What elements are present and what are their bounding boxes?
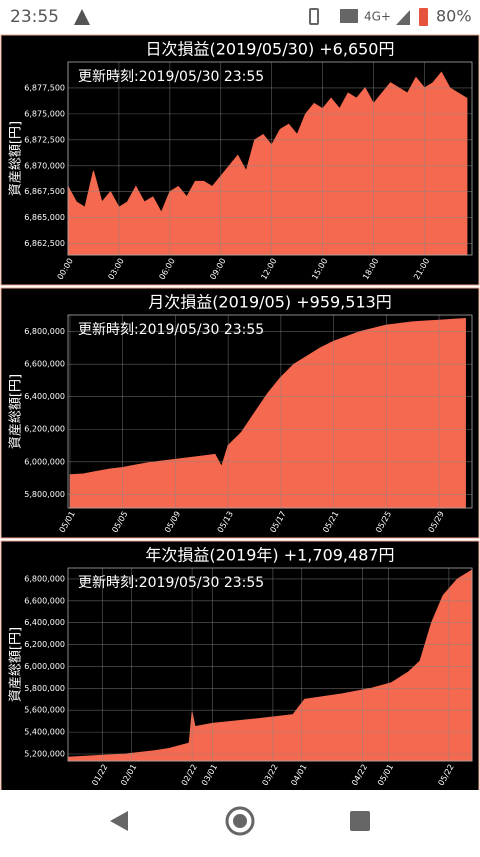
vibrate-icon: [309, 8, 319, 25]
y-tick-label: 6,870,000: [24, 161, 65, 170]
status-time: 23:55: [10, 7, 59, 27]
y-tick-label: 6,865,000: [24, 213, 65, 222]
signal-icon: [396, 10, 410, 25]
y-tick-label: 5,200,000: [24, 749, 65, 758]
chart-title: 年次損益(2019年) +1,709,487円: [145, 546, 394, 565]
y-tick-label: 6,862,500: [24, 239, 65, 248]
y-tick-label: 6,200,000: [24, 640, 65, 649]
chart-title: 月次損益(2019/05) +959,513円: [148, 293, 392, 312]
y-tick-label: 6,600,000: [24, 360, 65, 369]
area-fill: [67, 569, 473, 762]
y-tick-label: 6,877,500: [24, 83, 65, 92]
status-network: 4G+: [364, 10, 391, 24]
chart-title: 日次損益(2019/05/30) +6,650円: [145, 40, 394, 59]
home-dot: [233, 814, 247, 828]
annotation: 更新時刻:2019/05/30 23:55: [78, 575, 264, 591]
y-tick-label: 6,800,000: [24, 327, 65, 336]
y-tick-label: 6,875,000: [24, 109, 65, 118]
y-tick-label: 6,000,000: [24, 662, 65, 671]
plot-frame: [67, 314, 473, 509]
battery-icon: [419, 8, 428, 26]
y-tick-label: 6,800,000: [24, 574, 65, 583]
y-tick-label: 6,867,500: [24, 187, 65, 196]
y-tick-label: 5,400,000: [24, 728, 65, 737]
y-tick-label: 6,400,000: [24, 392, 65, 401]
plot-frame: [67, 61, 473, 256]
recents-button[interactable]: [350, 811, 370, 831]
y-axis-label: 資産総額[円]: [8, 627, 24, 702]
y-tick-label: 5,600,000: [24, 706, 65, 715]
home-button[interactable]: [225, 806, 255, 836]
warning-icon: [74, 9, 90, 25]
status-battery: 80%: [436, 7, 472, 26]
annotation: 更新時刻:2019/05/30 23:55: [78, 69, 264, 85]
y-tick-label: 6,200,000: [24, 425, 65, 434]
y-tick-label: 5,800,000: [24, 490, 65, 499]
y-tick-label: 6,600,000: [24, 596, 65, 605]
charts: 日次損益(2019/05/30) +6,650円 6,862,500 6,865,0…: [0, 34, 480, 792]
plot-frame: [67, 567, 473, 762]
annotation: 更新時刻:2019/05/30 23:55: [78, 322, 264, 338]
y-axis-label: 資産総額[円]: [8, 121, 24, 196]
y-tick-label: 6,400,000: [24, 618, 65, 627]
y-axis-label: 資産総額[円]: [8, 374, 24, 449]
y-tick-label: 6,000,000: [24, 457, 65, 466]
y-tick-label: 5,800,000: [24, 684, 65, 693]
y-tick-label: 6,872,500: [24, 135, 65, 144]
back-button[interactable]: [110, 811, 128, 831]
sim-icon: [340, 9, 358, 23]
